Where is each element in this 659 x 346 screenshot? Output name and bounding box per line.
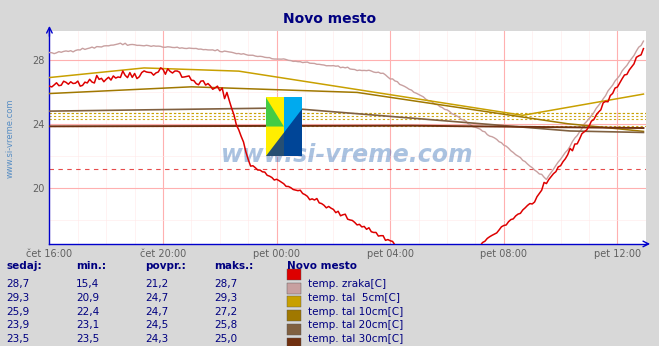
Polygon shape xyxy=(284,97,302,156)
FancyBboxPatch shape xyxy=(287,283,301,294)
Text: 28,7: 28,7 xyxy=(214,279,237,289)
Text: 23,5: 23,5 xyxy=(76,334,99,344)
Text: sedaj:: sedaj: xyxy=(7,261,42,271)
Text: 29,3: 29,3 xyxy=(7,293,30,303)
Text: 24,7: 24,7 xyxy=(145,307,168,317)
Text: www.si-vreme.com: www.si-vreme.com xyxy=(221,143,474,166)
Polygon shape xyxy=(266,97,284,127)
FancyBboxPatch shape xyxy=(287,310,301,321)
Text: temp. tal 30cm[C]: temp. tal 30cm[C] xyxy=(308,334,403,344)
Text: 29,3: 29,3 xyxy=(214,293,237,303)
FancyBboxPatch shape xyxy=(287,338,301,346)
Text: 25,8: 25,8 xyxy=(214,320,237,330)
Text: temp. tal  5cm[C]: temp. tal 5cm[C] xyxy=(308,293,400,303)
Text: temp. tal 10cm[C]: temp. tal 10cm[C] xyxy=(308,307,403,317)
Text: Novo mesto: Novo mesto xyxy=(283,12,376,26)
FancyBboxPatch shape xyxy=(287,324,301,335)
Text: min.:: min.: xyxy=(76,261,106,271)
Polygon shape xyxy=(266,109,302,156)
Text: 24,3: 24,3 xyxy=(145,334,168,344)
Text: 15,4: 15,4 xyxy=(76,279,99,289)
Text: 27,2: 27,2 xyxy=(214,307,237,317)
Text: 21,2: 21,2 xyxy=(145,279,168,289)
FancyBboxPatch shape xyxy=(287,269,301,280)
Text: 23,9: 23,9 xyxy=(7,320,30,330)
Text: temp. tal 20cm[C]: temp. tal 20cm[C] xyxy=(308,320,403,330)
Text: www.si-vreme.com: www.si-vreme.com xyxy=(5,99,14,178)
Text: 25,0: 25,0 xyxy=(214,334,237,344)
Text: 24,7: 24,7 xyxy=(145,293,168,303)
Text: 24,5: 24,5 xyxy=(145,320,168,330)
Text: Novo mesto: Novo mesto xyxy=(287,261,357,271)
Text: 20,9: 20,9 xyxy=(76,293,99,303)
Text: 22,4: 22,4 xyxy=(76,307,99,317)
Text: temp. zraka[C]: temp. zraka[C] xyxy=(308,279,386,289)
Text: povpr.:: povpr.: xyxy=(145,261,186,271)
Text: 23,5: 23,5 xyxy=(7,334,30,344)
Text: maks.:: maks.: xyxy=(214,261,254,271)
FancyBboxPatch shape xyxy=(287,297,301,308)
Polygon shape xyxy=(266,97,284,156)
Text: 25,9: 25,9 xyxy=(7,307,30,317)
Text: 23,1: 23,1 xyxy=(76,320,99,330)
Text: 28,7: 28,7 xyxy=(7,279,30,289)
